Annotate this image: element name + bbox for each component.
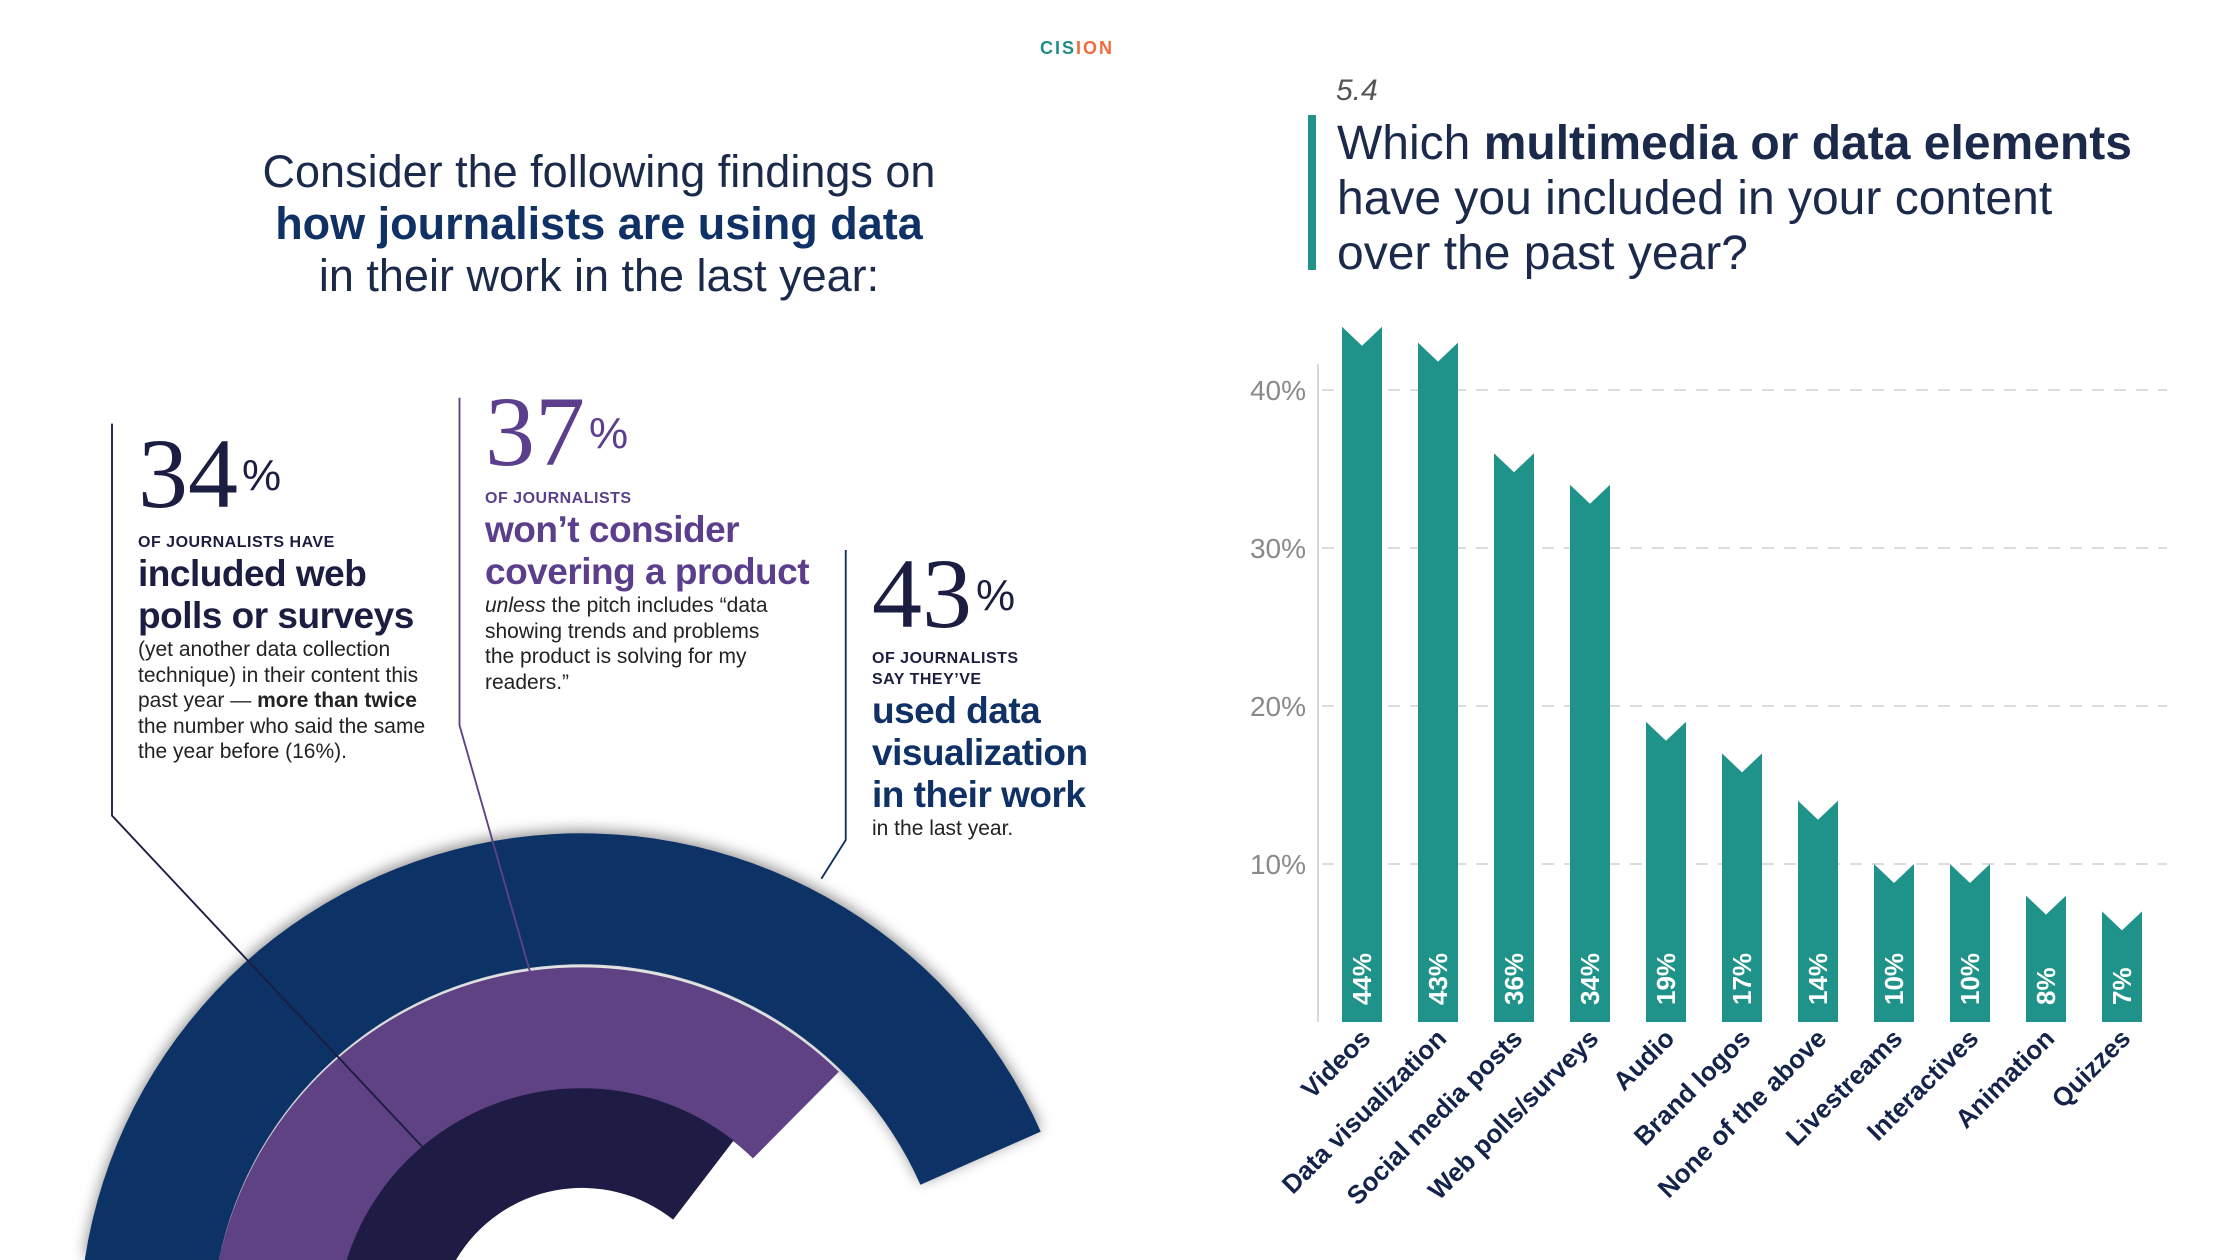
bar-value-label: 34%: [1575, 953, 1605, 1005]
question-number: 5.4: [1336, 74, 1378, 107]
bar-value-label: 44%: [1347, 953, 1377, 1005]
y-tick-label: 40%: [1250, 375, 1306, 406]
stat-kicker: OF JOURNALISTS HAVE: [138, 534, 335, 551]
stat-value: 37%: [485, 376, 629, 487]
bar: [1342, 326, 1382, 1022]
leader-line-2: [458, 397, 533, 977]
purple-ring: [218, 967, 839, 1260]
y-tick-label: 10%: [1250, 849, 1306, 880]
dark-ring: [346, 1088, 734, 1260]
y-tick-label: 30%: [1250, 533, 1306, 564]
bar-value-label: 8%: [2031, 967, 2061, 1005]
bar: [2102, 911, 2142, 1022]
bar: [1874, 864, 1914, 1022]
stat-value: 34%: [138, 418, 282, 529]
bar-value-label: 17%: [1727, 953, 1757, 1005]
x-category-label: Quizzes: [2046, 1023, 2137, 1114]
y-tick-label: 20%: [1250, 691, 1306, 722]
stat-body: (yet another data collection technique) …: [138, 638, 426, 763]
stat-headline: won’t consider covering a product: [485, 509, 810, 592]
stat-headline: used data visualization in their work: [872, 690, 1088, 815]
bar-value-label: 36%: [1499, 953, 1529, 1005]
bar: [1418, 342, 1458, 1023]
bar: [1798, 800, 1838, 1022]
navy-ring: [84, 833, 1041, 1260]
bar: [1494, 453, 1534, 1022]
stat-value: 43%: [872, 538, 1016, 649]
stat-block-data-viz: 43% OF JOURNALISTS SAY THEY’VE used data v…: [872, 544, 1112, 842]
bar-value-label: 10%: [1955, 953, 1985, 1005]
stat-body: unless the pitch includes “data showing …: [485, 594, 768, 694]
bar-value-label: 43%: [1423, 953, 1453, 1005]
stat-block-web-polls: 34% OF JOURNALISTS HAVE included web poll…: [138, 424, 438, 765]
stat-kicker: OF JOURNALISTS: [485, 490, 632, 507]
leader-line-1: [111, 423, 432, 1157]
bar: [1950, 864, 1990, 1022]
stat-headline: included web polls or surveys: [138, 553, 414, 636]
stat-kicker: OF JOURNALISTS SAY THEY’VE: [872, 650, 1019, 688]
stat-block-product: 37% OF JOURNALISTS won’t consider coverin…: [485, 382, 825, 695]
bar-value-label: 10%: [1879, 953, 1909, 1005]
bar-value-label: 14%: [1803, 953, 1833, 1005]
question-title: Which multimedia or data elements have y…: [1337, 117, 2132, 280]
stat-body: in the last year.: [872, 817, 1014, 840]
bar: [2026, 895, 2066, 1022]
bar: [1722, 753, 1762, 1022]
bar-value-label: 19%: [1651, 953, 1681, 1005]
x-category-label: Audio: [1607, 1023, 1680, 1096]
left-title: Consider the following findings on how j…: [262, 146, 936, 301]
cision-logo: CISION: [1040, 38, 1115, 58]
bar-value-label: 7%: [2107, 967, 2137, 1005]
bar: [1646, 721, 1686, 1022]
bar: [1570, 484, 1610, 1022]
leader-line-3: [820, 549, 847, 880]
accent-bar: [1308, 115, 1316, 270]
